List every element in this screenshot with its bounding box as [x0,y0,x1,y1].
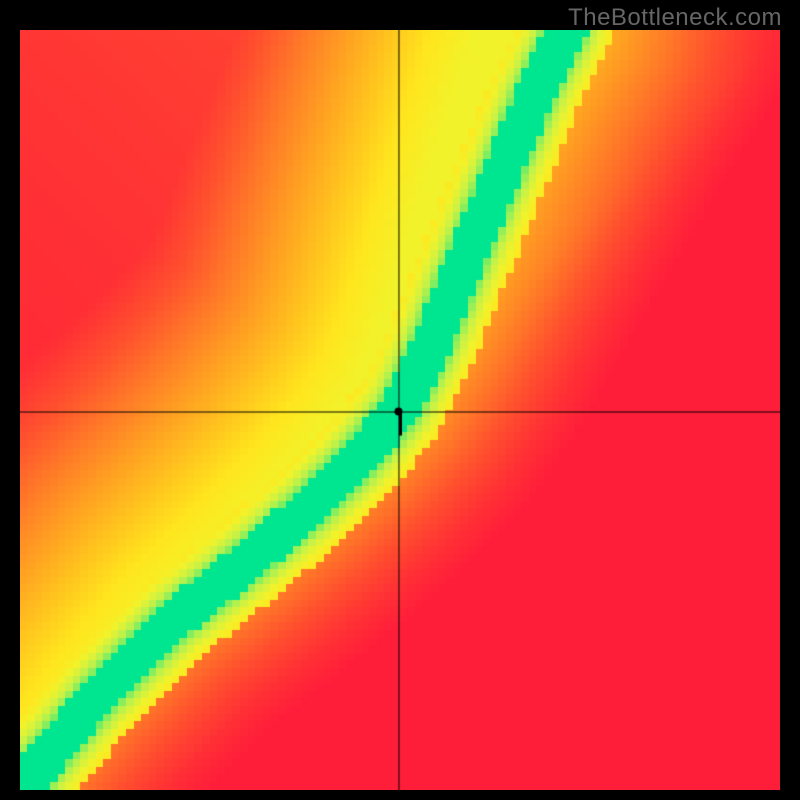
watermark-text: TheBottleneck.com [568,4,782,32]
bottleneck-heatmap [20,30,780,790]
chart-container: TheBottleneck.com [0,0,800,800]
